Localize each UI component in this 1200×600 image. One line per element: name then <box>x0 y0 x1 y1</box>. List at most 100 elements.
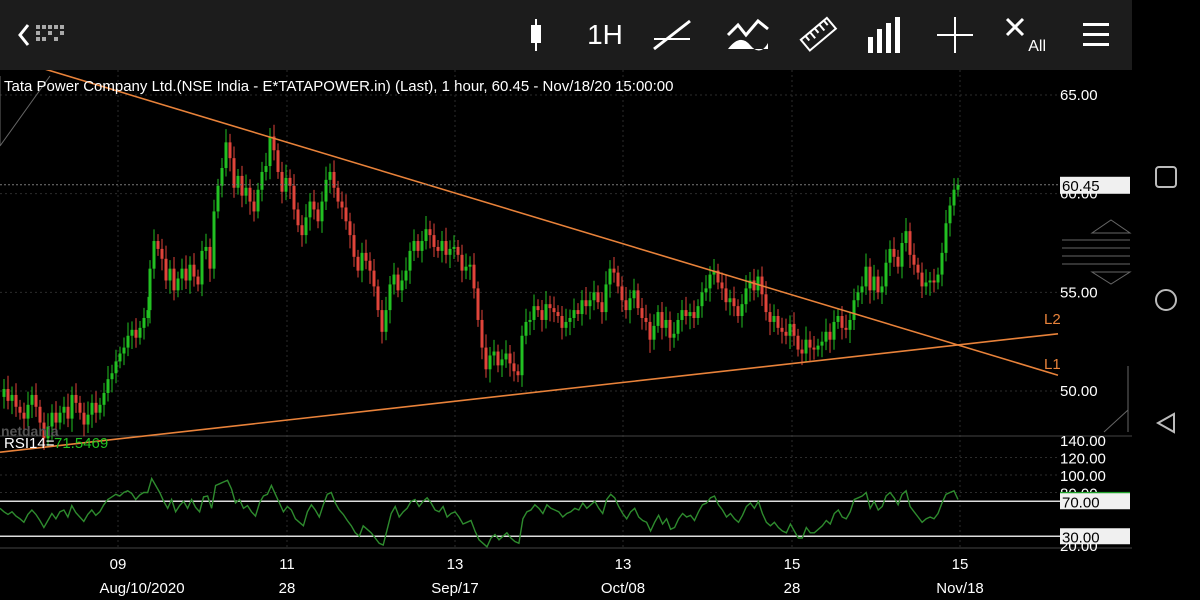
candle-body <box>328 171 332 180</box>
candle-body <box>528 319 532 322</box>
candle-body <box>364 252 368 261</box>
candle-body <box>668 319 672 338</box>
candle-body <box>840 316 844 328</box>
trendline-l1 <box>45 70 1059 376</box>
candle-body <box>544 304 548 320</box>
candle-body <box>756 276 760 291</box>
candle-body <box>496 351 500 366</box>
candle-body <box>564 321 568 328</box>
candle-body <box>884 262 888 287</box>
candle-body <box>692 312 696 318</box>
candle-body <box>268 136 272 167</box>
rsi-level-label: 70.00 <box>1062 494 1100 511</box>
candle-body <box>672 333 676 338</box>
candle-body <box>828 331 832 340</box>
candle-body <box>516 371 520 376</box>
candle-body <box>932 280 936 283</box>
home-icon <box>1155 289 1177 311</box>
candle-body <box>892 248 896 257</box>
candle-style-button[interactable] <box>516 10 556 60</box>
trendline-label-l2: L2 <box>1044 311 1061 328</box>
recent-apps-icon <box>1155 166 1177 188</box>
candle-body <box>700 292 704 307</box>
candle-body <box>38 406 42 423</box>
candle-body <box>252 201 256 212</box>
candle-body <box>180 268 184 279</box>
candle-body <box>456 246 460 255</box>
candle-body <box>160 248 164 259</box>
candle-body <box>652 325 656 340</box>
candle-body <box>812 347 816 350</box>
candle-body <box>632 290 636 299</box>
candle-body <box>408 250 412 271</box>
home-button[interactable] <box>1146 280 1186 320</box>
candle-body <box>704 288 708 293</box>
recent-apps-button[interactable] <box>1146 157 1186 197</box>
candle-body <box>6 389 10 401</box>
trendlines[interactable]: L1 L2 <box>0 70 1061 453</box>
candle-body <box>440 241 444 251</box>
candle-body <box>152 241 156 269</box>
back-nav-button[interactable] <box>1146 403 1186 443</box>
price-tick-label: 65.00 <box>1060 87 1098 104</box>
chart-header: Tata Power Company Ltd.(NSE India - E*TA… <box>4 78 674 95</box>
chevron-left-icon <box>18 24 64 46</box>
candle-body <box>924 282 928 287</box>
time-tick-label: 13 <box>447 556 464 573</box>
price-tick-label: 50.00 <box>1060 383 1098 400</box>
candle-body <box>852 300 856 320</box>
candle-body <box>664 319 668 328</box>
candle-body <box>784 331 788 336</box>
candle-body <box>26 404 30 419</box>
candle-body <box>134 329 138 338</box>
indicator-button[interactable] <box>724 10 772 60</box>
trendline-button[interactable] <box>650 10 694 60</box>
candle-body <box>616 272 620 287</box>
rsi-value: 71.5469 <box>54 435 108 452</box>
candle-body <box>18 406 22 413</box>
candle-body <box>476 288 480 320</box>
volume-bars-button[interactable] <box>864 10 906 60</box>
candle-body <box>832 321 836 340</box>
candle-body <box>880 286 884 293</box>
candle-body <box>540 310 544 320</box>
candle-body <box>624 300 628 311</box>
candle-body <box>568 317 572 322</box>
candle-body <box>138 327 142 338</box>
clear-all-button[interactable]: All <box>1000 10 1048 60</box>
candle-body <box>956 184 960 190</box>
candle-body <box>212 211 216 269</box>
candle-body <box>452 246 456 249</box>
candle-body <box>126 335 130 348</box>
candle-body <box>872 276 876 291</box>
candle-body <box>86 414 90 425</box>
ruler-icon <box>799 16 838 52</box>
crosshair-button[interactable] <box>934 10 976 60</box>
candle-body <box>256 189 260 212</box>
candle-body <box>800 349 804 354</box>
candle-body <box>184 268 188 281</box>
candle-body <box>684 310 688 317</box>
ruler-button[interactable] <box>794 10 838 60</box>
candle-body <box>484 347 488 370</box>
back-button[interactable] <box>4 10 74 60</box>
interval-button[interactable]: 1H <box>580 10 630 60</box>
candle-body <box>584 300 588 307</box>
candle-body <box>588 300 592 307</box>
candle-body <box>432 235 436 247</box>
candle-body <box>888 248 892 263</box>
candle-body <box>796 335 800 350</box>
menu-button[interactable] <box>1076 10 1116 60</box>
candle-body <box>340 201 344 208</box>
time-date-label: Aug/10/2020 <box>99 580 184 597</box>
candle-body <box>640 308 644 318</box>
candle-body <box>204 246 208 251</box>
candle-body <box>272 136 276 151</box>
crosshair-icon <box>937 17 973 53</box>
candle-body <box>352 235 356 257</box>
candle-body <box>656 312 660 326</box>
candle-body <box>94 402 98 413</box>
rsi-level-label: 30.00 <box>1062 529 1100 546</box>
